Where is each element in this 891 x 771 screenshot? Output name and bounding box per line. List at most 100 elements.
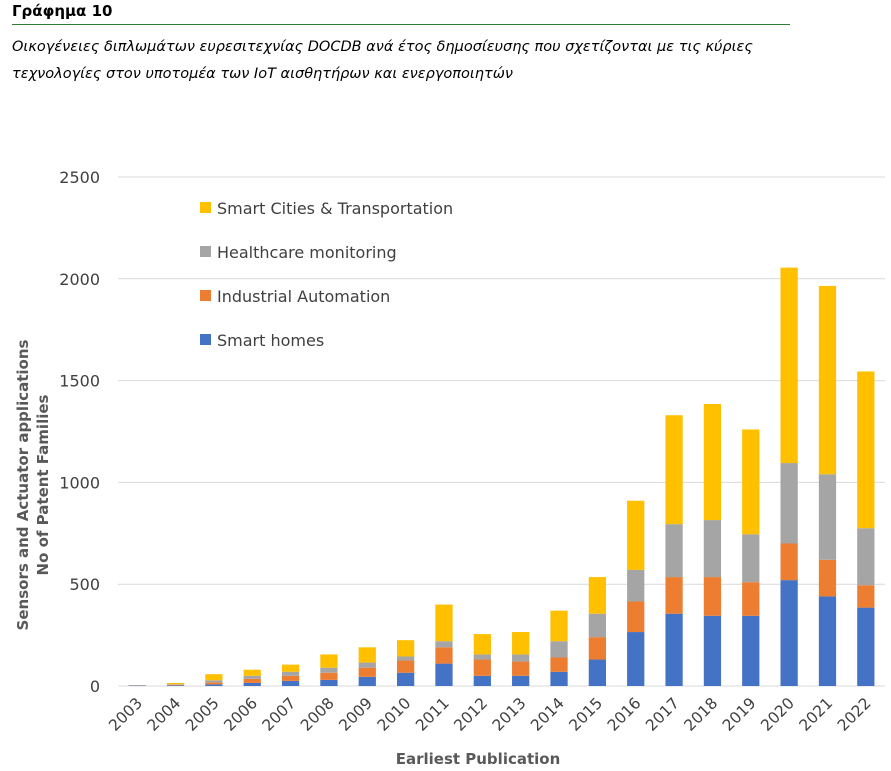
bar-smart-cities-transportation-2005 [205,674,223,681]
bar-smart-cities-transportation-2020 [780,267,798,464]
bar-healthcare-monitoring-2017 [665,524,683,578]
bar-industrial-automation-2005 [205,682,223,685]
bar-industrial-automation-2016 [627,601,645,633]
caption-line-2: τεχνολογίες στον υποτομέα των IoT αισθητ… [12,66,513,82]
bar-smart-homes-2017 [665,613,683,686]
bar-industrial-automation-2009 [358,667,376,677]
bar-smart-cities-transportation-2022 [857,371,875,529]
bar-industrial-automation-2015 [588,637,607,660]
legend-label: Industrial Automation [217,287,390,306]
bar-smart-homes-2016 [627,632,645,686]
x-tick-label: 2016 [604,694,645,735]
x-tick-label: 2017 [642,694,683,735]
x-tick-label: 2011 [412,694,453,735]
figure-divider [12,24,790,25]
x-tick-label: 2020 [757,694,798,735]
bar-smart-cities-transportation-2018 [703,404,722,521]
figure-label: Γράφημα 10 [12,2,113,20]
bar-healthcare-monitoring-2019 [742,534,760,583]
bar-industrial-automation-2013 [512,661,530,676]
x-axis-label: Earliest Publication [396,750,561,768]
y-tick-label: 0 [90,677,100,696]
bar-healthcare-monitoring-2015 [588,613,607,638]
bar-smart-homes-2014 [550,671,568,686]
legend-label: Smart Cities & Transportation [217,199,453,218]
bar-industrial-automation-2014 [550,657,568,672]
bar-smart-cities-transportation-2010 [396,640,415,657]
y-axis-label-line-1: Sensors and Actuator applications [14,339,32,630]
bar-smart-cities-transportation-2011 [435,604,453,642]
bar-smart-cities-transportation-2012 [473,634,491,655]
x-tick-label: 2019 [719,694,760,735]
bar-smart-cities-transportation-2009 [358,647,376,663]
x-tick-label: 2005 [182,694,223,735]
bar-industrial-automation-2017 [665,577,683,614]
bar-smart-homes-2007 [281,680,300,686]
bar-healthcare-monitoring-2007 [281,671,300,676]
x-tick-label: 2004 [144,694,185,735]
bars [128,267,875,686]
bar-smart-cities-transportation-2004 [166,682,185,685]
x-tick-label: 2010 [374,694,415,735]
bar-healthcare-monitoring-2006 [243,675,261,679]
bar-smart-cities-transportation-2019 [742,429,760,535]
bar-smart-homes-2004 [166,685,185,686]
bar-smart-homes-2011 [435,663,453,686]
bar-smart-cities-transportation-2008 [320,654,338,668]
bar-smart-homes-2018 [703,615,722,686]
x-tick-label: 2007 [259,694,300,735]
legend-label: Smart homes [217,331,324,350]
x-tick-label: 2003 [105,694,146,735]
bar-smart-homes-2008 [320,679,338,686]
x-tick-label: 2015 [566,694,607,735]
bar-industrial-automation-2006 [243,678,261,683]
x-tick-label: 2006 [220,694,261,735]
bar-smart-homes-2005 [205,684,223,686]
bar-smart-cities-transportation-2013 [512,632,530,655]
bar-industrial-automation-2007 [281,675,300,681]
y-axis-label-line-2: No of Patent Families [34,394,52,575]
bar-smart-cities-transportation-2007 [281,664,300,672]
bar-industrial-automation-2018 [703,577,722,616]
y-tick-label: 1000 [59,473,100,492]
y-tick-label: 1500 [59,372,100,391]
bar-healthcare-monitoring-2009 [358,662,376,668]
bar-smart-homes-2019 [742,615,760,686]
legend-label: Healthcare monitoring [217,243,397,262]
bar-healthcare-monitoring-2020 [780,463,798,544]
bar-healthcare-monitoring-2022 [857,528,875,586]
bar-industrial-automation-2010 [396,660,415,673]
caption-line-1: Οικογένειες διπλωμάτων ευρεσιτεχνίας DOC… [12,39,753,55]
bar-smart-homes-2013 [512,675,530,686]
bar-healthcare-monitoring-2011 [435,641,453,648]
bar-healthcare-monitoring-2004 [166,684,185,685]
y-axis-label: Sensors and Actuator applications No of … [14,339,52,630]
bar-smart-homes-2020 [780,580,798,686]
bar-industrial-automation-2008 [320,672,338,680]
y-tick-label: 500 [69,575,100,594]
x-tick-label: 2014 [527,694,568,735]
bar-smart-cities-transportation-2015 [588,577,607,614]
bar-healthcare-monitoring-2012 [473,654,491,660]
bar-smart-homes-2022 [857,607,875,686]
bar-healthcare-monitoring-2010 [396,656,415,661]
x-tick-label: 2018 [681,694,722,735]
bar-smart-cities-transportation-2006 [243,669,261,676]
bar-industrial-automation-2020 [780,543,798,581]
x-tick-label: 2009 [335,694,376,735]
bar-industrial-automation-2021 [818,559,837,597]
bar-smart-cities-transportation-2016 [627,500,645,570]
bar-industrial-automation-2022 [857,585,875,608]
x-tick-label: 2021 [796,694,837,735]
x-axis-ticks: 2003200420052006200720082009201020112012… [105,694,874,735]
bar-healthcare-monitoring-2008 [320,667,338,673]
bar-smart-homes-2012 [473,675,491,686]
x-tick-label: 2008 [297,694,338,735]
y-axis-ticks: 0 500 1000 1500 2000 2500 [59,168,100,696]
bar-smart-homes-2010 [396,672,415,686]
legend-swatch [200,334,211,345]
legend-swatch [200,246,211,257]
legend-swatch [200,202,211,213]
bar-industrial-automation-2011 [435,647,453,664]
x-tick-label: 2012 [451,694,492,735]
